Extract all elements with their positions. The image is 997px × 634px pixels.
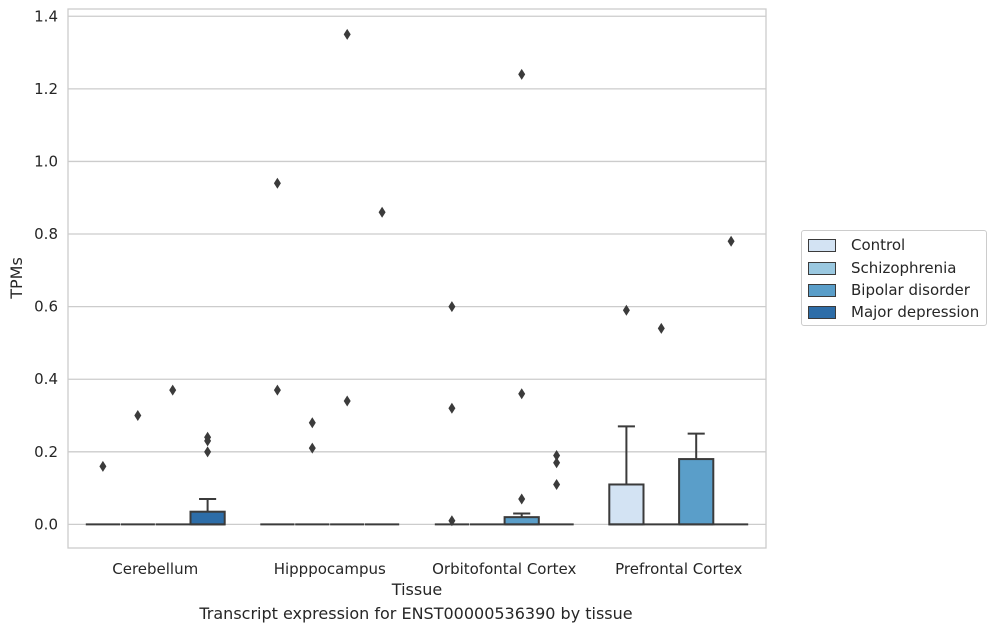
- legend-item-control: Control: [808, 235, 905, 255]
- outlier-bipolar-disorder-cerebellum-0: [169, 384, 177, 396]
- outlier-control-orbitofontal-cortex-0: [448, 301, 456, 313]
- y-axis-label: TPMs: [7, 257, 26, 300]
- legend-label-bipolar-disorder: Bipolar disorder: [851, 281, 970, 299]
- outlier-schizophrenia-prefrontal-cortex-0: [657, 322, 665, 334]
- outlier-control-cerebellum-0: [99, 460, 107, 472]
- outlier-control-hipppocampus-1: [273, 384, 281, 396]
- box-bipolar-disorder-prefrontal-cortex: [678, 432, 715, 526]
- box-major-depression-cerebellum: [189, 498, 226, 526]
- outlier-major-depression-orbitofontal-cortex-2: [553, 478, 561, 490]
- y-tick-label: 0.6: [34, 298, 58, 316]
- y-tick-label: 1.2: [34, 80, 58, 98]
- outlier-control-prefrontal-cortex-0: [622, 304, 630, 316]
- outlier-schizophrenia-cerebellum-0: [134, 410, 142, 422]
- plot-area-frame: [67, 8, 767, 549]
- y-tick-label: 1.0: [34, 152, 58, 170]
- x-tick-label-orbitofontal-cortex: Orbitofontal Cortex: [432, 560, 576, 578]
- y-tick-label: 1.4: [34, 7, 58, 25]
- outlier-schizophrenia-hipppocampus-0: [308, 417, 316, 429]
- outlier-major-depression-orbitofontal-cortex-1: [553, 457, 561, 469]
- box-control-prefrontal-cortex: [608, 425, 645, 526]
- outlier-bipolar-disorder-orbitofontal-cortex-0: [518, 68, 526, 80]
- grid-layer: [68, 15, 766, 526]
- outlier-bipolar-disorder-hipppocampus-0: [343, 28, 351, 40]
- outlier-bipolar-disorder-orbitofontal-cortex-1: [518, 388, 526, 400]
- outlier-layer: [99, 28, 735, 527]
- outlier-control-orbitofontal-cortex-2: [448, 515, 456, 527]
- x-tick-label-prefrontal-cortex: Prefrontal Cortex: [615, 560, 742, 578]
- legend-item-major-depression: Major depression: [808, 302, 979, 322]
- x-tick-label-hipppocampus: Hipppocampus: [274, 560, 386, 578]
- y-tick-label: 0.8: [34, 225, 58, 243]
- legend-swatch-bipolar-disorder: [808, 283, 836, 297]
- box-bipolar-disorder-orbitofontal-cortex: [503, 512, 540, 526]
- legend-swatch-major-depression: [808, 305, 836, 319]
- outlier-major-depression-orbitofontal-cortex-0: [553, 449, 561, 461]
- outlier-schizophrenia-hipppocampus-1: [308, 442, 316, 454]
- y-tick-label: 0.4: [34, 370, 58, 388]
- outlier-major-depression-cerebellum-1: [204, 435, 212, 447]
- outlier-bipolar-disorder-hipppocampus-1: [343, 395, 351, 407]
- x-tick-label-cerebellum: Cerebellum: [112, 560, 198, 578]
- legend-item-schizophrenia: Schizophrenia: [808, 258, 956, 278]
- legend-swatch-schizophrenia: [808, 261, 836, 275]
- legend-label-control: Control: [851, 236, 906, 254]
- outlier-control-hipppocampus-0: [273, 177, 281, 189]
- chart-caption: Transcript expression for ENST0000053639…: [199, 604, 633, 623]
- outlier-major-depression-prefrontal-cortex-0: [727, 235, 735, 247]
- x-axis-label: Tissue: [391, 580, 442, 599]
- y-tick-label: 0.2: [34, 443, 58, 461]
- box-layer: [85, 425, 749, 526]
- x-tick-labels: Cerebellum Hipppocampus Orbitofontal Corte…: [112, 560, 742, 578]
- outlier-bipolar-disorder-orbitofontal-cortex-2: [518, 493, 526, 505]
- legend: Control Schizophrenia Bipolar disorder M…: [801, 230, 987, 326]
- legend-label-schizophrenia: Schizophrenia: [851, 259, 957, 277]
- y-tick-labels: 0.0 0.2 0.4 0.6 0.8 1.0 1.2 1.4: [34, 7, 58, 533]
- outlier-control-orbitofontal-cortex-1: [448, 402, 456, 414]
- outlier-major-depression-cerebellum-2: [204, 446, 212, 458]
- y-tick-label: 0.0: [34, 515, 58, 533]
- legend-label-major-depression: Major depression: [851, 303, 980, 321]
- legend-item-bipolar-disorder: Bipolar disorder: [808, 280, 970, 300]
- outlier-major-depression-hipppocampus-0: [378, 206, 386, 218]
- legend-swatch-control: [808, 238, 836, 252]
